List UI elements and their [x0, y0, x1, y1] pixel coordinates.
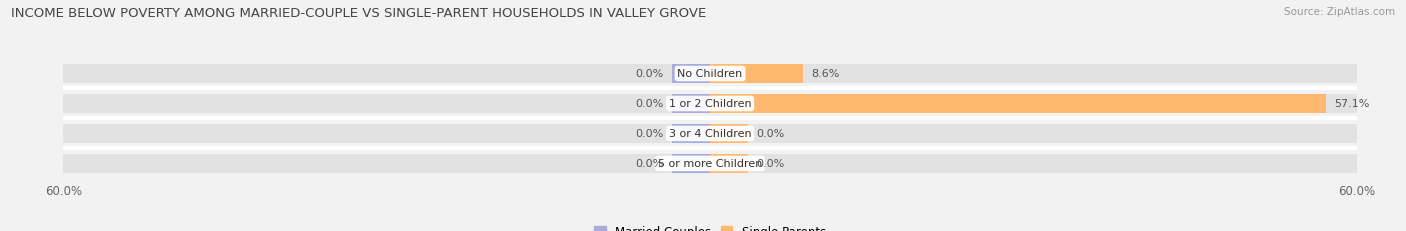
- Text: 0.0%: 0.0%: [756, 129, 785, 139]
- Bar: [63, 95, 1357, 113]
- Text: 0.0%: 0.0%: [636, 159, 664, 169]
- Text: 5 or more Children: 5 or more Children: [658, 159, 762, 169]
- Bar: [710, 95, 1326, 113]
- Text: 0.0%: 0.0%: [636, 99, 664, 109]
- Text: 0.0%: 0.0%: [636, 69, 664, 79]
- Bar: [63, 155, 1357, 173]
- Text: 8.6%: 8.6%: [811, 69, 839, 79]
- Bar: [710, 65, 803, 83]
- Bar: [672, 155, 710, 173]
- Bar: [672, 125, 710, 143]
- Text: No Children: No Children: [678, 69, 742, 79]
- Text: 1 or 2 Children: 1 or 2 Children: [669, 99, 751, 109]
- Text: 57.1%: 57.1%: [1334, 99, 1369, 109]
- Text: 0.0%: 0.0%: [636, 129, 664, 139]
- Bar: [63, 125, 1357, 143]
- Bar: [710, 125, 748, 143]
- Bar: [710, 155, 748, 173]
- Legend: Married Couples, Single Parents: Married Couples, Single Parents: [593, 225, 827, 231]
- Text: INCOME BELOW POVERTY AMONG MARRIED-COUPLE VS SINGLE-PARENT HOUSEHOLDS IN VALLEY : INCOME BELOW POVERTY AMONG MARRIED-COUPL…: [11, 7, 706, 20]
- Text: 3 or 4 Children: 3 or 4 Children: [669, 129, 751, 139]
- Bar: [672, 65, 710, 83]
- Text: Source: ZipAtlas.com: Source: ZipAtlas.com: [1284, 7, 1395, 17]
- Text: 0.0%: 0.0%: [756, 159, 785, 169]
- Bar: [63, 65, 1357, 83]
- Bar: [672, 95, 710, 113]
